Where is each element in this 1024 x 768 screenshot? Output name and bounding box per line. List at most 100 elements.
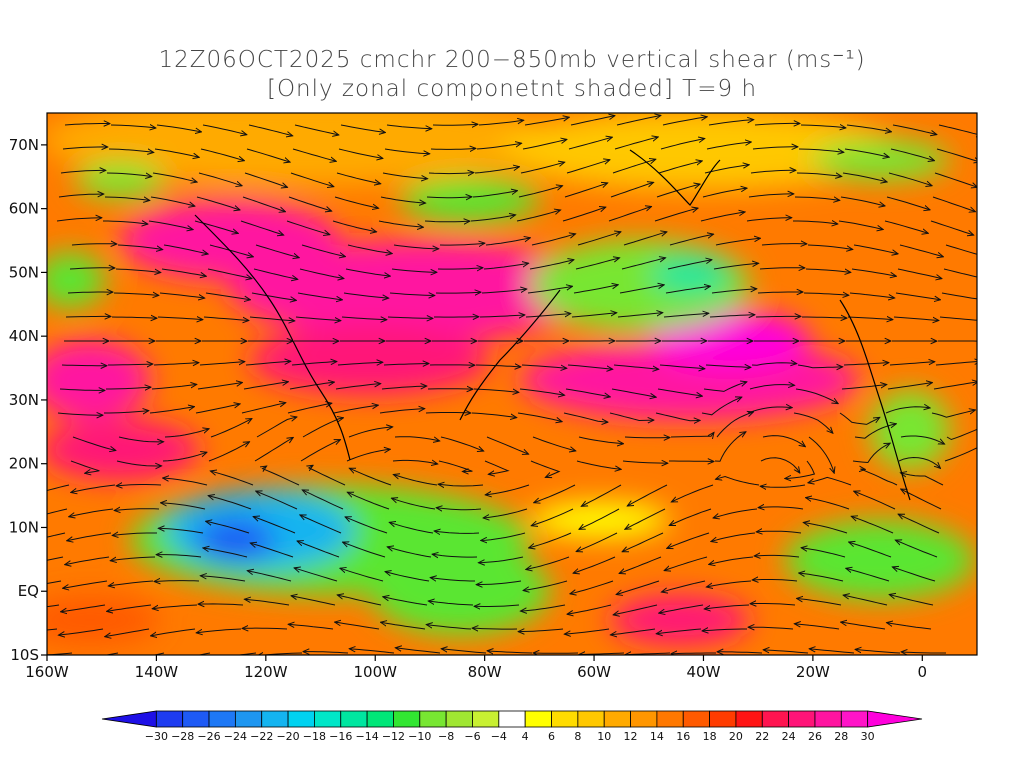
streamline — [108, 364, 153, 365]
streamline — [661, 580, 706, 592]
colorbar-swatch — [472, 710, 500, 728]
streamline — [523, 580, 568, 591]
streamline — [47, 580, 62, 584]
streamline — [799, 573, 844, 582]
streamline — [613, 364, 659, 369]
streamline — [472, 191, 518, 198]
streamline — [47, 532, 66, 538]
colorbar-swatch — [788, 710, 816, 728]
streamline — [58, 194, 104, 198]
streamline — [297, 292, 343, 300]
streamline — [703, 382, 747, 392]
streamline — [203, 548, 248, 558]
streamline — [303, 652, 349, 653]
streamline — [474, 605, 520, 607]
streamline — [570, 116, 615, 126]
coastline-east-america — [459, 289, 561, 421]
streamline — [301, 244, 346, 257]
streamline — [210, 419, 252, 438]
streamline — [340, 568, 384, 582]
streamline — [706, 580, 752, 587]
colorbar-swatch — [261, 710, 289, 728]
lon-label: 100W — [354, 663, 398, 681]
streamline — [426, 197, 472, 198]
colorbar-label: −10 — [408, 730, 431, 743]
lon-label: 20W — [796, 663, 830, 681]
streamline — [531, 234, 576, 246]
streamline — [705, 365, 751, 367]
streamline — [852, 443, 890, 464]
streamline — [579, 653, 625, 655]
streamline — [473, 388, 519, 392]
streamline — [898, 514, 940, 534]
streamline — [300, 515, 342, 534]
streamline — [476, 143, 522, 150]
streamline — [527, 286, 573, 294]
streamline — [299, 268, 344, 279]
streamline — [253, 517, 296, 534]
colorbar-swatch — [445, 710, 473, 728]
streamline — [610, 628, 656, 635]
colorbar-swatch — [393, 710, 421, 728]
streamline — [105, 628, 150, 637]
streamline — [439, 243, 485, 245]
streamline — [64, 124, 110, 126]
streamline — [253, 268, 298, 279]
colorbar-label: −18 — [303, 730, 326, 743]
colorbar-swatch — [182, 710, 210, 728]
colorbar-label: 24 — [782, 730, 796, 743]
colorbar-label: 6 — [548, 730, 555, 743]
streamlines — [47, 115, 977, 655]
streamline — [701, 397, 742, 416]
streamline — [566, 160, 610, 174]
streamline — [793, 221, 838, 224]
streamline — [441, 649, 487, 654]
streamline — [111, 317, 157, 318]
streamline — [198, 604, 244, 605]
streamline — [756, 531, 802, 533]
streamline — [519, 388, 565, 395]
streamline — [116, 460, 162, 466]
streamline — [341, 317, 387, 320]
colorbar-label: 12 — [624, 730, 638, 743]
streamline — [564, 628, 610, 634]
streamline — [202, 124, 247, 135]
streamline — [524, 117, 569, 126]
streamline — [567, 604, 612, 614]
colorbar-label: 14 — [650, 730, 664, 743]
streamline — [486, 436, 529, 454]
coastlines — [194, 149, 911, 501]
lat-label: 60N — [9, 200, 39, 218]
colorbar-swatch — [234, 710, 263, 728]
coastline-africa — [839, 299, 911, 501]
streamline — [295, 316, 341, 321]
streamline — [522, 139, 567, 150]
streamline — [669, 234, 714, 246]
streamline — [659, 604, 704, 613]
streamline — [702, 188, 747, 198]
streamline — [525, 314, 571, 318]
colorbar-label: 16 — [676, 730, 690, 743]
lon-label: 40W — [687, 663, 721, 681]
streamline — [383, 597, 428, 606]
streamline — [747, 407, 792, 414]
streamline — [846, 124, 892, 132]
streamline — [846, 568, 890, 582]
streamline — [798, 149, 844, 152]
streamline — [750, 170, 796, 173]
streamline — [887, 383, 933, 390]
streamline — [844, 148, 889, 157]
streamline — [340, 124, 385, 133]
streamline — [839, 412, 880, 425]
streamline — [793, 412, 833, 433]
coastline-west-america — [194, 214, 351, 461]
streamline — [621, 258, 666, 270]
streamline — [658, 161, 702, 174]
streamline — [113, 293, 159, 295]
streamline — [392, 460, 438, 464]
streamline — [71, 484, 116, 493]
lon-label: 160W — [25, 663, 69, 681]
streamline — [483, 508, 528, 518]
streamline — [711, 532, 756, 542]
streamline — [704, 165, 749, 174]
